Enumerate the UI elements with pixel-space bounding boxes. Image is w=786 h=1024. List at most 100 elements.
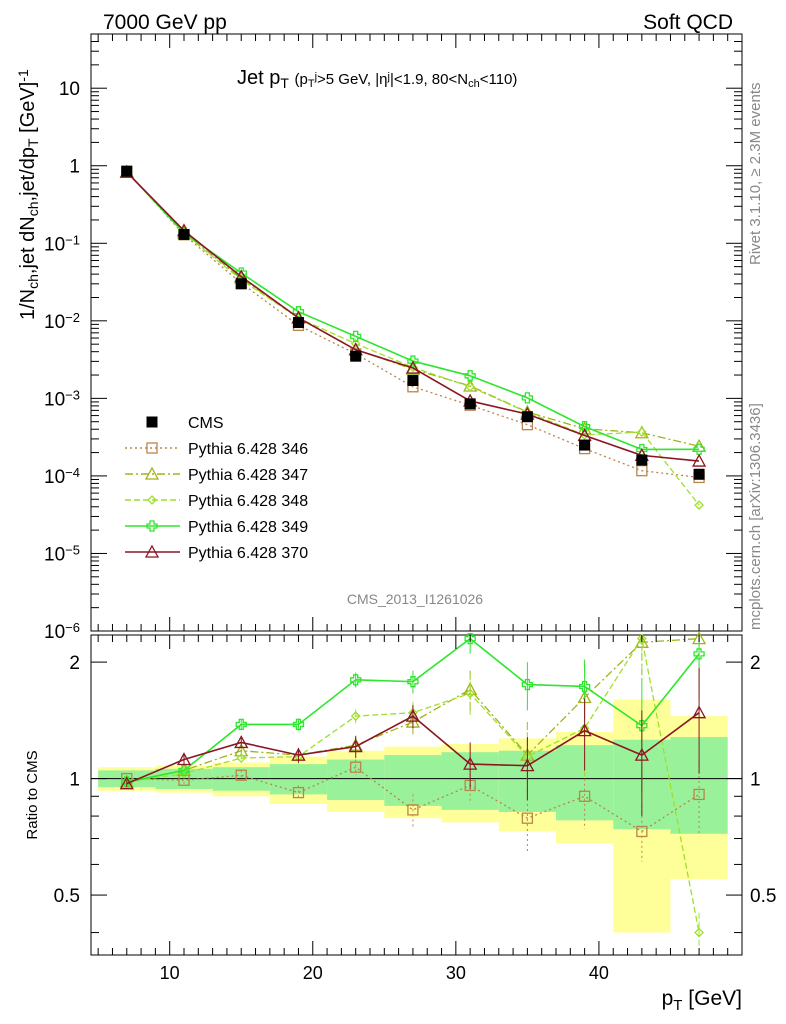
series-line <box>126 171 700 462</box>
data-point-marker <box>465 688 476 699</box>
ratio-tick-label-right: 0.5 <box>750 886 776 907</box>
data-point-marker <box>236 753 247 763</box>
ratio-series-line <box>121 759 705 862</box>
y-tick-label: 10−6 <box>44 620 80 643</box>
main-series <box>119 164 707 511</box>
data-point-marker <box>405 708 421 722</box>
data-point-marker <box>521 678 534 691</box>
category-label: Soft QCD <box>643 11 733 34</box>
data-point-marker <box>464 370 476 382</box>
data-point-marker <box>235 718 247 731</box>
legend-label: Pythia 6.428 370 <box>188 545 308 562</box>
data-point-marker <box>144 544 160 558</box>
data-point-marker <box>407 375 419 387</box>
legend-label: Pythia 6.428 348 <box>188 493 308 510</box>
main-series-line <box>119 164 707 452</box>
data-point-marker <box>350 338 361 349</box>
legend-entry: Pythia 6.428 346 <box>125 441 308 458</box>
legend-label: Pythia 6.428 346 <box>188 441 308 458</box>
data-point-marker <box>636 720 648 732</box>
series-line <box>126 766 700 833</box>
cms-data-points <box>121 165 705 480</box>
data-point-marker <box>121 165 133 177</box>
y-tick-label: 10−1 <box>44 232 80 255</box>
data-point-marker <box>235 769 247 781</box>
data-point-marker <box>634 747 649 761</box>
series-line <box>126 171 700 447</box>
y-tick-label: 10 <box>59 79 80 100</box>
mcplots-label: mcplots.cern.ch [arXiv:1306.3436] <box>747 403 764 630</box>
axes: 10 20 30 40 10−6 10−5 10−4 10−3 10−2 10−1 1 10 0.5 0.… <box>44 33 776 983</box>
y-tick-label: 10−2 <box>44 310 80 333</box>
data-point-marker <box>636 825 648 838</box>
x-axis-label: pT [GeV] <box>662 987 742 1014</box>
legend-label: Pythia 6.428 347 <box>188 467 308 484</box>
ratio-tick-label-right: 2 <box>750 653 761 674</box>
legend-label: CMS <box>188 415 224 432</box>
data-point-marker <box>521 812 534 824</box>
ratio-y-axis-label: Ratio to CMS <box>24 750 41 839</box>
ratio-series-line <box>119 668 707 817</box>
data-point-marker <box>636 465 648 477</box>
data-point-marker <box>144 466 160 480</box>
legend-label: Pythia 6.428 349 <box>188 519 308 536</box>
data-point-marker <box>407 804 419 816</box>
ratio-tick-label: 1 <box>69 770 80 791</box>
y-tick-label: 10−5 <box>44 543 80 566</box>
data-point-marker <box>578 790 591 802</box>
data-point-marker <box>691 705 707 719</box>
data-point-marker <box>694 927 704 938</box>
data-point-marker <box>291 747 306 761</box>
data-point-marker <box>693 443 705 455</box>
data-point-marker <box>350 350 362 362</box>
data-point-marker <box>636 454 648 466</box>
ratio-tick-label: 0.5 <box>54 886 80 907</box>
data-point-marker <box>579 439 591 451</box>
data-point-marker <box>636 427 647 437</box>
ratio-plot-frame <box>90 634 743 956</box>
data-point-marker <box>350 761 362 773</box>
data-point-marker <box>178 764 190 777</box>
x-tick-label: 20 <box>303 963 323 983</box>
data-point-marker <box>693 468 705 480</box>
y-tick-label: 10−3 <box>44 388 80 411</box>
data-point-marker <box>350 330 362 343</box>
data-point-marker <box>146 416 158 428</box>
data-point-marker <box>292 786 305 799</box>
ratio-band-inner <box>269 764 328 795</box>
series-line <box>126 171 700 451</box>
data-point-marker <box>146 442 158 454</box>
energy-label: 7000 GeV pp <box>103 11 227 34</box>
data-point-marker <box>176 752 192 766</box>
y-axis-label: 1/Nch,jet dNch,jet/dpT [GeV]-1 <box>15 69 41 320</box>
y-tick-label: 1 <box>69 157 80 178</box>
data-point-marker <box>691 438 707 452</box>
data-point-marker <box>235 278 247 290</box>
legend-entry: CMS <box>146 415 224 432</box>
data-point-marker <box>121 776 133 788</box>
data-point-marker <box>234 735 249 749</box>
legend-entry: Pythia 6.428 349 <box>125 519 308 536</box>
data-point-marker <box>348 739 363 753</box>
data-point-marker <box>636 443 648 456</box>
data-point-marker <box>578 420 591 433</box>
data-point-marker <box>292 718 305 731</box>
data-point-marker <box>693 788 705 801</box>
data-point-marker <box>464 398 476 410</box>
data-point-marker <box>350 711 361 722</box>
data-point-marker <box>577 723 592 737</box>
main-plot-frame <box>90 33 743 632</box>
data-point-marker <box>407 676 419 688</box>
data-point-marker <box>465 381 476 392</box>
data-point-marker <box>464 632 476 645</box>
x-tick-label: 40 <box>589 963 609 983</box>
main-series-line <box>121 165 705 484</box>
data-point-marker <box>178 228 190 240</box>
data-point-marker <box>292 317 304 329</box>
data-point-marker <box>119 776 134 790</box>
data-point-marker <box>521 392 534 404</box>
analysis-id: CMS_2013_I1261026 <box>347 591 483 607</box>
data-point-marker <box>405 360 421 374</box>
data-point-marker <box>578 680 591 693</box>
ratio-series <box>119 631 707 951</box>
